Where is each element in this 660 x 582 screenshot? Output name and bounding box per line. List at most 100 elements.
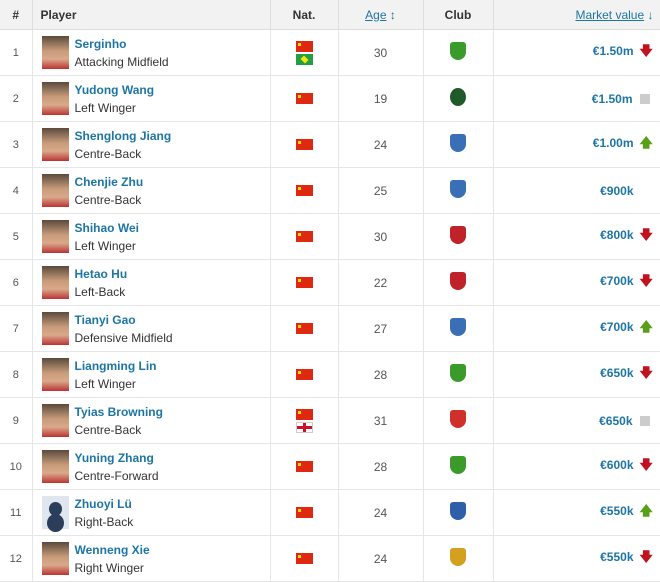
player-photo[interactable] bbox=[41, 220, 69, 253]
arrow-up-icon: 🡅 bbox=[639, 318, 653, 334]
age: 30 bbox=[338, 213, 424, 260]
player-photo[interactable] bbox=[41, 450, 69, 483]
player-position: Centre-Forward bbox=[74, 468, 159, 483]
flag-china-icon bbox=[295, 553, 313, 564]
rank: 10 bbox=[0, 443, 33, 490]
player-photo[interactable] bbox=[41, 174, 69, 207]
player-name-link[interactable]: Shihao Wei bbox=[74, 220, 139, 235]
table-row: 9 Tyias Browning Centre-Back 31 €650k bbox=[0, 397, 660, 444]
header-num: # bbox=[0, 0, 33, 30]
rank: 1 bbox=[0, 29, 33, 76]
market-value-link[interactable]: €1.50m bbox=[592, 43, 634, 58]
player-photo[interactable] bbox=[41, 266, 69, 299]
nationality bbox=[270, 443, 339, 490]
player-name-link[interactable]: Hetao Hu bbox=[74, 266, 128, 281]
nationality bbox=[270, 167, 339, 214]
market-value-link[interactable]: €650k bbox=[599, 413, 633, 428]
club-logo-icon[interactable] bbox=[450, 88, 466, 106]
arrow-down-icon: 🡇 bbox=[639, 364, 653, 380]
market-value-link[interactable]: €550k bbox=[600, 549, 634, 564]
market-value-link[interactable]: €600k bbox=[600, 457, 634, 472]
arrow-up-icon: 🡅 bbox=[639, 502, 653, 518]
header-value[interactable]: Market value ↓ bbox=[493, 0, 660, 30]
player-name-link[interactable]: Liangming Lin bbox=[74, 358, 157, 373]
player-photo[interactable] bbox=[41, 312, 69, 345]
rank: 12 bbox=[0, 535, 33, 582]
player-name-link[interactable]: Tyias Browning bbox=[74, 404, 163, 419]
player-name-link[interactable]: Serginho bbox=[74, 36, 127, 51]
flag-china-icon bbox=[295, 323, 313, 334]
age: 27 bbox=[338, 305, 424, 352]
player-photo[interactable] bbox=[41, 128, 69, 161]
sort-icon: ↕ bbox=[389, 7, 396, 22]
header-nat: Nat. bbox=[270, 0, 339, 30]
flag-brazil-icon bbox=[295, 53, 313, 65]
market-value-link[interactable]: €700k bbox=[600, 273, 634, 288]
player-photo[interactable] bbox=[41, 36, 69, 69]
header-club: Club bbox=[423, 0, 494, 30]
player-position: Centre-Back bbox=[74, 422, 142, 437]
rank: 8 bbox=[0, 351, 33, 398]
player-name-link[interactable]: Yudong Wang bbox=[74, 82, 155, 97]
flag-china-icon bbox=[295, 231, 313, 242]
player-photo[interactable] bbox=[41, 82, 69, 115]
club-logo-icon[interactable] bbox=[450, 318, 466, 336]
player-photo[interactable] bbox=[41, 542, 69, 575]
market-value-link[interactable]: €550k bbox=[600, 503, 634, 518]
player-name-link[interactable]: Zhuoyi Lü bbox=[74, 496, 132, 511]
club-logo-icon[interactable] bbox=[450, 180, 466, 198]
rank: 9 bbox=[0, 397, 33, 444]
market-value-link[interactable]: €800k bbox=[600, 227, 634, 242]
player-position: Centre-Back bbox=[74, 146, 142, 161]
player-name-link[interactable]: Tianyi Gao bbox=[74, 312, 136, 327]
nationality bbox=[270, 351, 339, 398]
sort-value-link[interactable]: Market value bbox=[575, 7, 645, 22]
player-position: Left Winger bbox=[74, 238, 136, 253]
player-position: Left Winger bbox=[74, 100, 136, 115]
table-header: # Player Nat. Age ↕ Club Market value ↓ bbox=[0, 0, 660, 30]
club-logo-icon[interactable] bbox=[450, 226, 466, 244]
market-value-link[interactable]: €1.50m bbox=[591, 91, 633, 106]
sort-age-link[interactable]: Age bbox=[365, 7, 387, 22]
player-photo[interactable] bbox=[41, 404, 69, 437]
age: 25 bbox=[338, 167, 424, 214]
player-position: Left-Back bbox=[74, 284, 126, 299]
table-row: 1 Serginho Attacking Midfield 30 €1.50m 🡇 bbox=[0, 29, 660, 76]
flag-china-icon bbox=[295, 185, 313, 196]
player-name-link[interactable]: Wenneng Xie bbox=[74, 542, 150, 557]
market-value-link[interactable]: €1.00m bbox=[592, 135, 634, 150]
club-logo-icon[interactable] bbox=[450, 410, 466, 428]
arrow-down-icon: 🡇 bbox=[639, 42, 653, 58]
club-logo-icon[interactable] bbox=[450, 364, 466, 382]
table-row: 2 Yudong Wang Left Winger 19 €1.50m bbox=[0, 75, 660, 122]
nationality bbox=[270, 535, 339, 582]
age: 28 bbox=[338, 351, 424, 398]
arrow-down-icon: 🡇 bbox=[639, 548, 653, 564]
player-position: Right-Back bbox=[74, 514, 134, 529]
club-logo-icon[interactable] bbox=[450, 456, 466, 474]
table-row: 6 Hetao Hu Left-Back 22 €700k 🡇 bbox=[0, 259, 660, 306]
player-photo[interactable] bbox=[41, 496, 69, 529]
club-logo-icon[interactable] bbox=[450, 42, 466, 60]
rank: 6 bbox=[0, 259, 33, 306]
player-photo[interactable] bbox=[41, 358, 69, 391]
club-logo-icon[interactable] bbox=[450, 502, 466, 520]
player-name-link[interactable]: Chenjie Zhu bbox=[74, 174, 144, 189]
header-age[interactable]: Age ↕ bbox=[338, 0, 424, 30]
flag-china-icon bbox=[295, 139, 313, 150]
table-row: 10 Yuning Zhang Centre-Forward 28 €600k 🡇 bbox=[0, 443, 660, 490]
market-value-link[interactable]: €650k bbox=[600, 365, 634, 380]
market-value-link[interactable]: €900k bbox=[600, 183, 634, 198]
market-value-link[interactable]: €700k bbox=[600, 319, 634, 334]
flag-china-icon bbox=[295, 93, 313, 104]
club-logo-icon[interactable] bbox=[450, 272, 466, 290]
club-logo-icon[interactable] bbox=[450, 134, 466, 152]
rank: 3 bbox=[0, 121, 33, 168]
rank: 7 bbox=[0, 305, 33, 352]
club-logo-icon[interactable] bbox=[450, 548, 466, 566]
player-name-link[interactable]: Yuning Zhang bbox=[74, 450, 154, 465]
player-name-link[interactable]: Shenglong Jiang bbox=[74, 128, 172, 143]
age: 30 bbox=[338, 29, 424, 76]
age: 24 bbox=[338, 489, 424, 536]
